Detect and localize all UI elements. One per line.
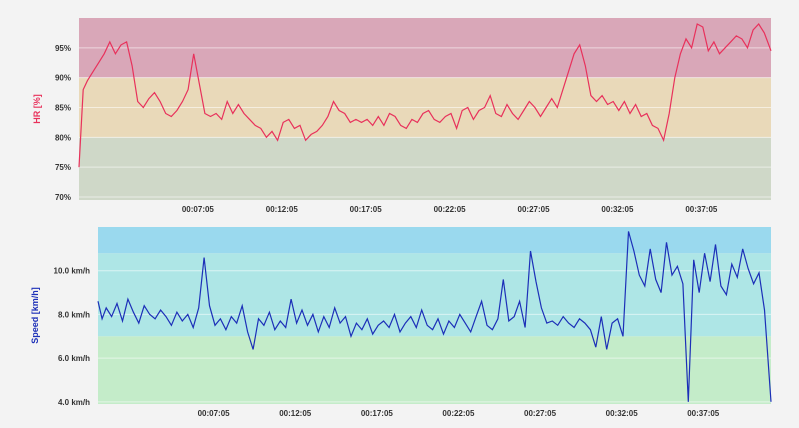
speed-y-ticks: 4.0 km/h 6.0 km/h 8.0 km/h 10.0 km/h [54, 267, 91, 407]
x-tick-label: 00:22:05 [442, 409, 475, 418]
speed-y-axis-label: Speed [km/h] [30, 287, 40, 344]
x-tick-label: 00:37:05 [685, 205, 718, 214]
hr-zone-bands [79, 18, 771, 200]
hr-chart: 70% 75% 80% 85% 90% 95% 00:07:05 00:12:05 00:17… [32, 18, 772, 214]
y-tick-label: 10.0 km/h [54, 267, 91, 276]
hr-x-ticks: 00:07:05 00:12:05 00:17:05 00:22:05 00:27:05… [182, 205, 718, 214]
y-tick-label: 4.0 km/h [58, 398, 90, 407]
hr-y-axis-label: HR [%] [32, 94, 42, 124]
y-tick-label: 70% [55, 193, 71, 202]
x-tick-label: 00:12:05 [279, 409, 312, 418]
x-tick-label: 00:07:05 [182, 205, 215, 214]
zone-band-0 [79, 137, 771, 200]
speed-chart: 4.0 km/h 6.0 km/h 8.0 km/h 10.0 km/h 00:07:… [30, 227, 772, 418]
hr-gridlines [79, 47, 771, 198]
x-tick-label: 00:17:05 [350, 205, 383, 214]
y-tick-label: 75% [55, 163, 71, 172]
x-tick-label: 00:07:05 [198, 409, 231, 418]
hr-series-line [78, 23, 772, 168]
y-tick-label: 8.0 km/h [58, 310, 90, 319]
zone-band-1 [98, 253, 771, 337]
y-tick-label: 95% [55, 44, 71, 53]
zone-band-2 [98, 227, 771, 254]
x-tick-label: 00:37:05 [687, 409, 720, 418]
x-tick-label: 00:27:05 [518, 205, 551, 214]
hr-y-ticks: 70% 75% 80% 85% 90% 95% [55, 44, 71, 202]
x-tick-label: 00:27:05 [524, 409, 557, 418]
zone-band-0 [98, 336, 771, 404]
speed-x-ticks: 00:07:05 00:12:05 00:17:05 00:22:05 00:27:05… [198, 409, 720, 418]
speed-zone-bands [98, 227, 771, 404]
speed-series-line [97, 231, 772, 402]
y-tick-label: 6.0 km/h [58, 354, 90, 363]
x-tick-label: 00:17:05 [361, 409, 394, 418]
y-tick-label: 90% [55, 74, 71, 83]
x-tick-label: 00:32:05 [606, 409, 639, 418]
y-tick-label: 80% [55, 133, 71, 142]
x-tick-label: 00:32:05 [601, 205, 634, 214]
y-tick-label: 85% [55, 104, 71, 113]
x-tick-label: 00:22:05 [434, 205, 467, 214]
x-tick-label: 00:12:05 [266, 205, 299, 214]
speed-gridlines [98, 270, 771, 403]
